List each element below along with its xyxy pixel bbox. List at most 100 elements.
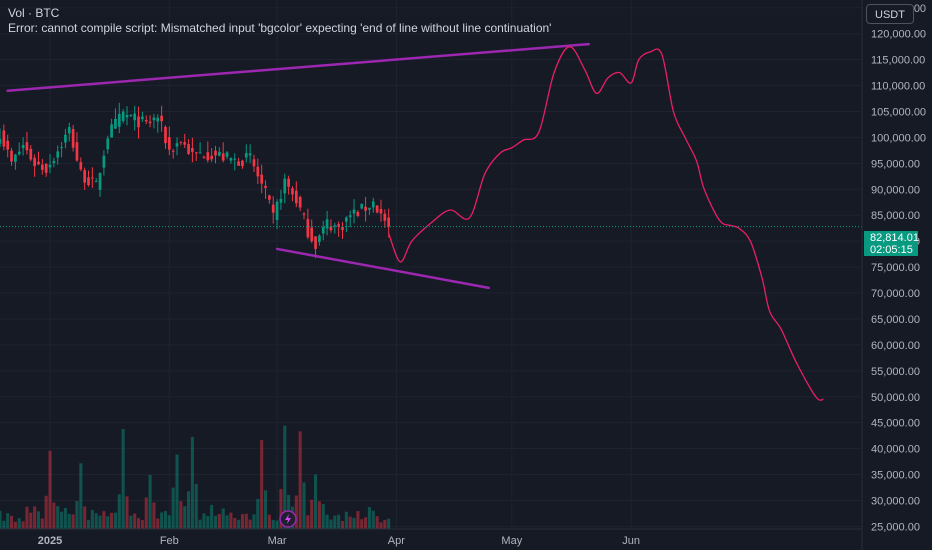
candle-body <box>87 177 90 186</box>
volume-bar <box>240 514 244 529</box>
candle-body <box>60 147 63 149</box>
candle-body <box>237 161 240 166</box>
candle-body <box>348 215 352 218</box>
volume-bar <box>352 517 356 529</box>
x-tick-label: Feb <box>160 535 179 547</box>
script-error-message: Error: cannot compile script: Mismatched… <box>8 21 552 35</box>
volume-bar <box>302 482 306 529</box>
volume-bar <box>40 518 44 529</box>
candle-body <box>264 185 267 188</box>
volume-bar <box>17 518 21 529</box>
candle-body <box>244 153 248 158</box>
volume-bar <box>63 508 67 529</box>
candle-body <box>344 217 348 222</box>
candle-body <box>275 201 279 220</box>
volume-bar <box>160 512 164 529</box>
candle-body <box>71 129 75 148</box>
candle-body <box>375 205 379 213</box>
volume-bar <box>329 519 333 529</box>
volume-bar <box>298 431 302 529</box>
candle-body <box>279 198 283 203</box>
volume-bar <box>102 511 106 529</box>
volume-bar <box>79 463 83 529</box>
currency-button[interactable]: USDT <box>866 4 914 24</box>
candle-body <box>133 113 137 121</box>
volume-bar <box>183 506 187 529</box>
volume-bar <box>237 519 241 529</box>
volume-bar <box>129 515 133 529</box>
candle-body <box>302 213 306 215</box>
time-axis[interactable]: 2025 Feb Mar Apr May Jun <box>38 535 640 547</box>
volume-bar <box>44 495 48 529</box>
candle-body <box>117 113 121 127</box>
volume-bar <box>263 490 268 529</box>
volume-bar <box>21 521 25 529</box>
volume-bar <box>371 510 375 529</box>
candle-body <box>106 138 110 150</box>
volume-bar <box>90 509 94 529</box>
volume-bar <box>121 429 125 529</box>
candle-body <box>371 201 375 208</box>
volume-bar <box>364 517 368 529</box>
candle-body <box>187 144 190 154</box>
candle-body <box>283 178 287 194</box>
candle-body <box>241 160 244 167</box>
candle-body <box>137 116 140 128</box>
y-tick-label: 35,000.00 <box>871 470 920 482</box>
volume-bar <box>52 502 56 529</box>
volume-bar <box>314 474 318 529</box>
candle-body <box>248 153 252 156</box>
volume-bar <box>33 506 37 529</box>
volume-bar <box>379 522 383 529</box>
y-tick-label: 50,000.00 <box>871 392 920 404</box>
candle-body <box>167 137 171 150</box>
last-price-value: 82,814.01 <box>870 232 919 244</box>
volume-bar <box>60 511 64 529</box>
y-tick-label: 120,000.00 <box>871 29 926 41</box>
candle-body <box>271 204 275 213</box>
volume-bar <box>252 514 256 529</box>
volume-bar <box>198 519 202 529</box>
volume-bar <box>229 512 233 529</box>
candle-body <box>298 196 302 208</box>
y-tick-label: 100,000.00 <box>871 132 926 144</box>
candle-body <box>144 119 148 122</box>
candle-body <box>75 142 79 161</box>
x-tick-label: 2025 <box>38 535 62 547</box>
indicator-label[interactable]: Vol · BTC <box>8 6 60 20</box>
candle-body <box>179 141 183 143</box>
y-tick-label: 105,000.00 <box>871 107 926 119</box>
volume-bar <box>117 494 121 529</box>
candle-body <box>10 150 13 162</box>
candle-body <box>318 235 321 242</box>
volume-bar <box>167 515 171 529</box>
candle-body <box>129 114 133 116</box>
volume-bar <box>67 513 71 529</box>
volume-bar <box>333 515 337 529</box>
volume-bar <box>83 506 87 529</box>
volume-bar <box>344 511 348 529</box>
candle-body <box>325 219 329 229</box>
volume-bar <box>233 517 237 529</box>
price-axis[interactable]: 25,000.00 30,000.00 35,000.00 40,000.00 45,0… <box>871 3 926 534</box>
candle-body <box>29 148 33 160</box>
volume-bar <box>225 515 229 529</box>
flash-icon[interactable] <box>279 510 297 528</box>
volume-bar <box>6 513 10 529</box>
candle-body <box>6 140 10 150</box>
x-tick-label: Jun <box>622 535 640 547</box>
volume-bar <box>48 450 52 529</box>
trendline-lower <box>275 247 490 290</box>
candle-body <box>291 188 294 195</box>
volume-bar <box>144 497 148 529</box>
volume-bar <box>279 489 283 529</box>
candle-body <box>256 166 260 177</box>
volume-bar <box>325 514 329 529</box>
x-tick-label: Mar <box>268 535 287 547</box>
volume-bar <box>190 436 194 529</box>
volume-bar <box>56 506 60 529</box>
candle-body <box>260 174 264 184</box>
candle-body <box>214 150 217 156</box>
volume-bar <box>125 496 129 529</box>
